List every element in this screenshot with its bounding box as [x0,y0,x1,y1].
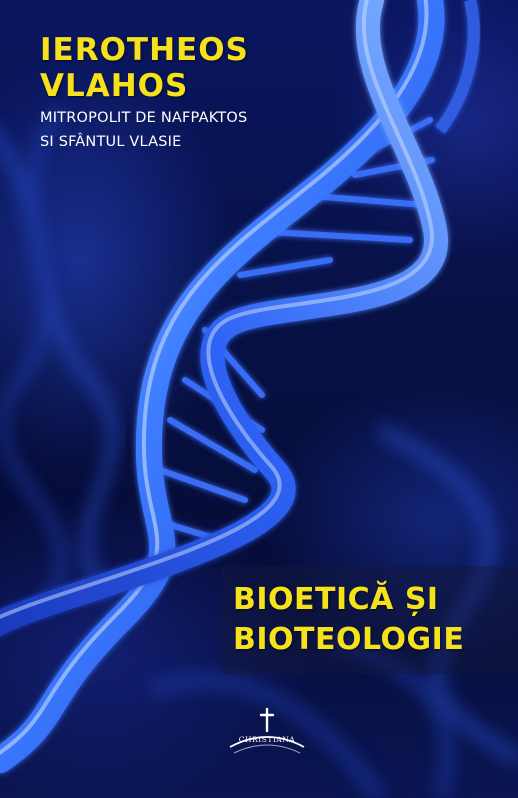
book-title-line-1: BIOETICĂ ȘI [233,582,439,617]
author-block: IEROTHEOS VLAHOS MITROPOLIT DE NAFPAKTOS… [40,32,249,152]
helix-strand-back [0,0,448,637]
author-last-name: VLAHOS [40,68,189,104]
background-helix-left [0,106,120,614]
cross-icon [259,707,275,733]
background-helix-right [146,422,518,798]
book-title-line-2: BIOTEOLOGIE [233,622,465,657]
book-title-block: BIOETICĂ ȘI BIOTEOLOGIE [233,580,464,660]
author-title-line-2: SI SFÂNTUL VLASIE [40,134,182,150]
publisher-name: CHRISTIANA [238,735,296,744]
helix-strand-front [0,0,445,773]
author-title-line-1: MITROPOLIT DE NAFPAKTOS [40,110,248,126]
author-first-name: IEROTHEOS [40,32,249,68]
helix-rungs [152,117,435,543]
publisher-logo [229,707,305,754]
publisher-arc [229,736,305,748]
title-backdrop [222,566,518,674]
